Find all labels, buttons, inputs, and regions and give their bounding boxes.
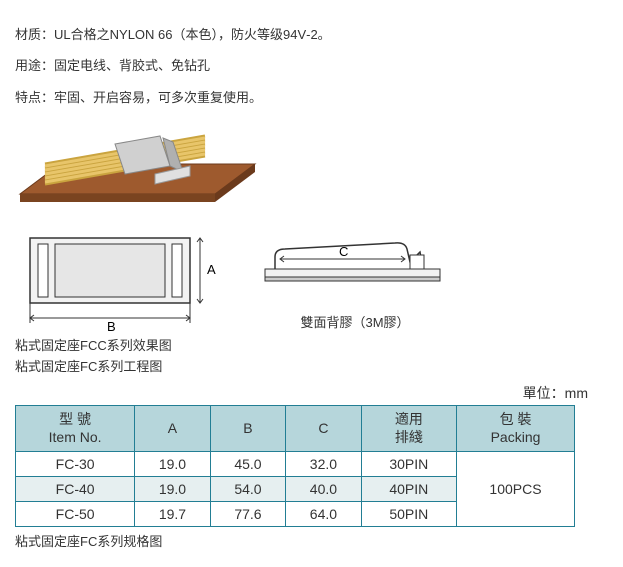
material-text: UL合格之NYLON 66（本色），防火等级94V‑2。 (54, 27, 331, 42)
usage-line: 用途：固定电线、背胶式、免钻孔 (15, 54, 608, 77)
usage-text: 固定电线、背胶式、免钻孔 (54, 58, 210, 73)
table-row: FC‑30 19.0 45.0 32.0 30PIN 100PCS (16, 451, 575, 476)
th-pack: 包 裝Packing (457, 406, 575, 451)
eng-caption: 粘式固定座FC系列工程图 (15, 356, 608, 375)
spec-table: 型 號Item No. A B C 適用排綫 包 裝Packing FC‑30 … (15, 405, 575, 526)
feature-text: 牢固、开启容易，可多次重复使用。 (54, 90, 262, 105)
th-pin: 適用排綫 (361, 406, 456, 451)
packing-cell: 100PCS (457, 451, 575, 526)
render-caption: 粘式固定座FCC系列效果图 (15, 335, 608, 354)
adhesive-caption: 雙面背膠（3M膠） (255, 312, 455, 331)
th-a: A (135, 406, 210, 451)
unit-label: 單位：mm (15, 383, 588, 403)
feature-label: 特点： (15, 90, 54, 105)
material-line: 材质：UL合格之NYLON 66（本色），防火等级94V‑2。 (15, 23, 608, 46)
svg-text:B: B (107, 319, 116, 333)
top-view-diagram: A B (15, 228, 225, 333)
side-view-diagram: C (255, 227, 455, 307)
spec-caption: 粘式固定座FC系列规格图 (15, 531, 608, 550)
render-illustration (15, 124, 275, 219)
svg-text:C: C (339, 244, 348, 259)
th-item: 型 號Item No. (16, 406, 135, 451)
th-c: C (286, 406, 361, 451)
usage-label: 用途： (15, 58, 54, 73)
feature-line: 特点：牢固、开启容易，可多次重复使用。 (15, 86, 608, 109)
svg-text:A: A (207, 262, 216, 277)
material-label: 材质： (15, 27, 54, 42)
th-b: B (210, 406, 285, 451)
